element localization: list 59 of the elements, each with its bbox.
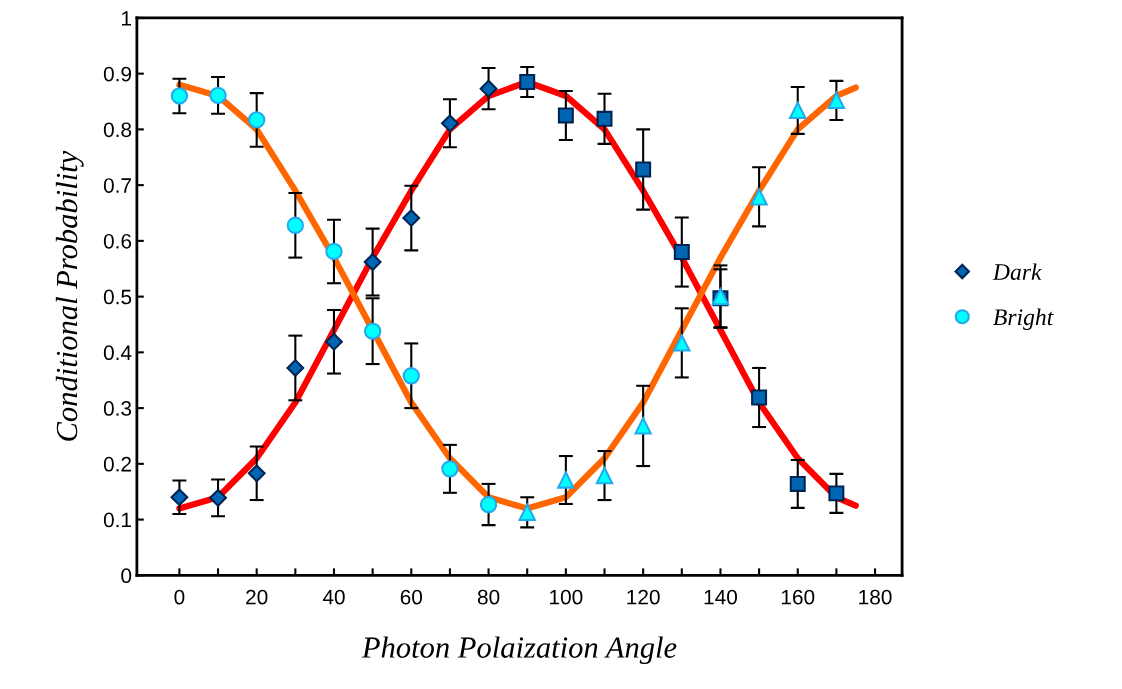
x-tick-label: 40 bbox=[322, 589, 345, 605]
point bbox=[557, 107, 574, 124]
point bbox=[209, 86, 227, 105]
point bbox=[170, 87, 189, 105]
x-tick-label: 100 bbox=[550, 589, 583, 605]
point bbox=[363, 322, 382, 340]
point bbox=[634, 417, 652, 435]
point bbox=[286, 216, 305, 234]
x-tick-label: 0 bbox=[174, 589, 185, 605]
point bbox=[247, 464, 266, 483]
y-tick-label: 0.9 bbox=[103, 66, 132, 82]
point bbox=[363, 253, 382, 271]
point bbox=[441, 460, 459, 478]
point bbox=[479, 79, 498, 98]
point bbox=[519, 74, 536, 90]
x-axis-title: Photon Polaization Angle bbox=[361, 636, 677, 665]
point bbox=[635, 161, 652, 178]
point bbox=[673, 334, 691, 352]
x-tick-label: 180 bbox=[859, 589, 892, 605]
x-tick-label: 120 bbox=[627, 589, 660, 605]
point bbox=[789, 475, 806, 492]
point bbox=[248, 111, 266, 129]
y-tick-label: 0.7 bbox=[103, 178, 131, 193]
point bbox=[557, 471, 575, 489]
x-tick-label: 20 bbox=[246, 589, 268, 605]
y-tick-label: 1 bbox=[122, 11, 132, 26]
legend-label: Bright bbox=[993, 308, 1054, 330]
point bbox=[325, 332, 343, 351]
y-tick-label: 0 bbox=[121, 568, 132, 584]
y-tick-label: 0.5 bbox=[103, 289, 132, 305]
legend-label: Dark bbox=[992, 263, 1042, 281]
y-tick-label: 0.1 bbox=[103, 512, 132, 528]
x-tick-label: 80 bbox=[477, 589, 500, 605]
point bbox=[827, 91, 846, 110]
point bbox=[402, 209, 421, 227]
y-tick-label: 0.4 bbox=[103, 345, 132, 361]
point bbox=[828, 485, 845, 502]
y-tick-label: 0.3 bbox=[103, 401, 132, 416]
point bbox=[209, 488, 227, 507]
y-tick-label: 0.6 bbox=[103, 233, 132, 249]
point bbox=[789, 101, 807, 120]
point bbox=[673, 244, 690, 261]
point bbox=[170, 488, 189, 507]
point bbox=[479, 495, 498, 514]
point bbox=[518, 503, 536, 522]
y-tick-label: 0.2 bbox=[103, 456, 131, 472]
x-tick-label: 140 bbox=[704, 589, 738, 605]
point bbox=[325, 242, 343, 261]
x-tick-label: 60 bbox=[400, 589, 423, 605]
y-tick-label: 0.8 bbox=[103, 122, 132, 138]
x-tick-label: 160 bbox=[781, 589, 815, 605]
point bbox=[751, 389, 768, 406]
point bbox=[286, 359, 305, 377]
point bbox=[441, 114, 459, 133]
point bbox=[402, 367, 420, 385]
y-axis-title: Conditional Probability bbox=[55, 150, 84, 441]
point bbox=[596, 110, 613, 127]
point bbox=[595, 466, 614, 485]
point bbox=[750, 188, 768, 206]
